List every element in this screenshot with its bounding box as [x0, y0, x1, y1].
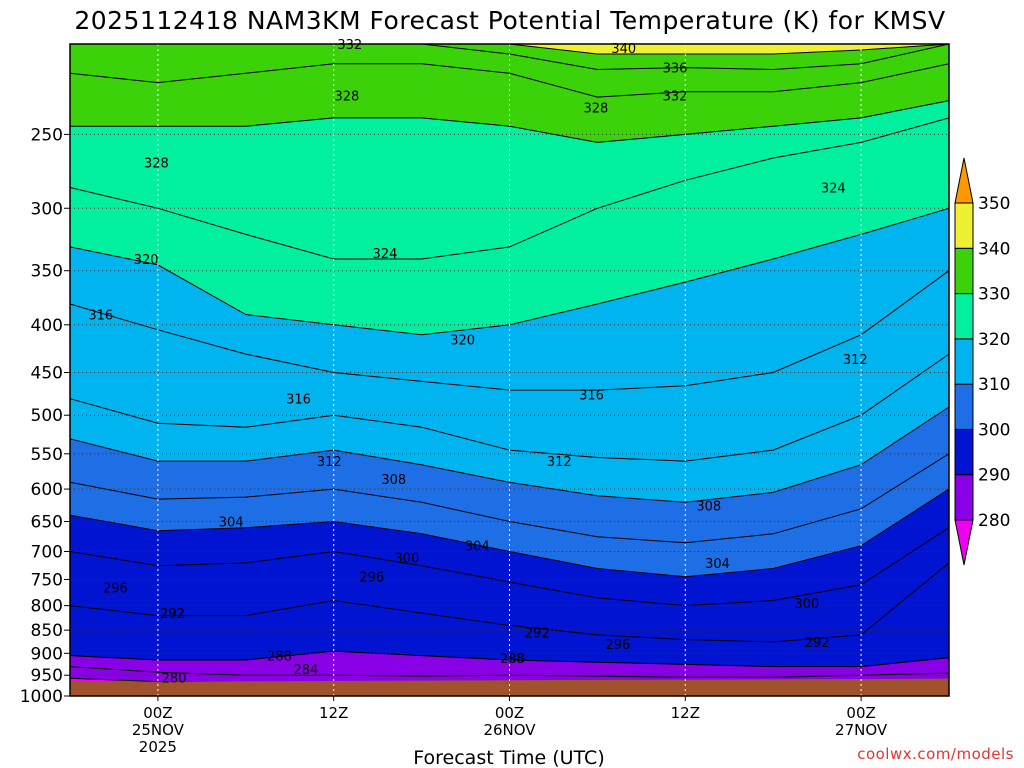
contour-label: 296 — [605, 638, 630, 653]
x-tick-label: 27NOV — [835, 721, 888, 739]
contour-label: 304 — [705, 557, 730, 572]
y-tick-label: 1000 — [20, 687, 63, 707]
contour-label: 304 — [219, 515, 244, 530]
colorbar-label: 320 — [978, 330, 1010, 350]
isentrope-308 — [69, 406, 950, 503]
contour-label: 288 — [500, 652, 525, 667]
colorbar-swatch — [954, 383, 974, 430]
y-tick-label: 600 — [31, 480, 63, 500]
contour-label: 328 — [334, 89, 359, 104]
contour-label: 292 — [525, 627, 550, 642]
contour-label: 316 — [88, 309, 113, 324]
x-tick-label: 2025 — [139, 738, 177, 756]
colorbar-label: 290 — [978, 466, 1010, 486]
y-tick-label: 500 — [31, 406, 63, 426]
contour-label: 324 — [373, 247, 398, 262]
contour-label: 308 — [696, 500, 721, 515]
y-tick-label: 300 — [31, 199, 63, 219]
y-tick-label: 700 — [31, 543, 63, 563]
contour-label: 328 — [584, 102, 609, 117]
grid-lines — [70, 44, 949, 697]
y-tick-label: 400 — [31, 316, 63, 336]
isentrope-296 — [69, 527, 950, 607]
colorbar-under-triangle — [954, 519, 974, 566]
colorbar-over-triangle — [954, 157, 974, 204]
colorbar-swatch — [954, 474, 974, 521]
isentrope-300 — [69, 488, 950, 578]
x-tick-label: 00Z — [495, 704, 524, 722]
contour-label: 316 — [286, 393, 311, 408]
contour-label: 332 — [337, 38, 362, 53]
isentrope-332 — [69, 63, 950, 98]
x-tick-label: 00Z — [846, 704, 875, 722]
y-tick-label: 900 — [31, 644, 63, 664]
colorbar-swatch — [954, 202, 974, 249]
y-tick-label: 950 — [31, 666, 63, 686]
y-tick-label: 550 — [31, 445, 63, 465]
y-tick-label: 350 — [31, 262, 63, 282]
y-axis-ticks: 250 300 350 400 450 500 550 600 650 700 750 800 850 9… — [20, 125, 70, 707]
contour-label: 292 — [805, 636, 830, 651]
contour-label: 320 — [450, 334, 475, 349]
colorbar: 280 290 300 310 320 330 340 350 — [954, 157, 1010, 566]
contour-label: 284 — [293, 663, 318, 678]
contour-label: 312 — [843, 353, 868, 368]
credit-link[interactable]: coolwx.com/models — [857, 745, 1014, 763]
colorbar-label: 300 — [978, 420, 1010, 440]
colorbar-label: 330 — [978, 285, 1010, 305]
contour-label: 296 — [359, 571, 384, 586]
contour-label: 280 — [162, 671, 187, 686]
contour-label: 300 — [395, 551, 420, 566]
colorbar-label: 310 — [978, 375, 1010, 395]
colorbar-label: 350 — [978, 194, 1010, 214]
y-tick-label: 650 — [31, 512, 63, 532]
y-tick-label: 250 — [31, 125, 63, 145]
contour-label: 328 — [144, 157, 169, 172]
x-tick-label: 25NOV — [132, 721, 185, 739]
contour-label: 296 — [103, 581, 128, 596]
x-axis-label: Forecast Time (UTC) — [413, 747, 604, 768]
y-tick-label: 800 — [31, 597, 63, 617]
colorbar-swatch — [954, 428, 974, 476]
contour-label: 312 — [317, 455, 342, 470]
chart-title: 2025112418 NAM3KM Forecast Potential Tem… — [74, 6, 945, 35]
contour-label: 300 — [794, 597, 819, 612]
y-tick-label: 850 — [31, 621, 63, 641]
colorbar-swatch — [954, 338, 974, 385]
contour-label: 312 — [547, 455, 572, 470]
x-tick-label: 12Z — [671, 704, 700, 722]
contour-label: 288 — [267, 650, 292, 665]
x-tick-label: 00Z — [143, 704, 172, 722]
y-tick-label: 750 — [31, 570, 63, 590]
isentrope-328 — [70, 100, 950, 143]
contour-label: 324 — [821, 181, 846, 196]
contour-label: 340 — [611, 42, 636, 57]
contour-label: 316 — [579, 388, 604, 403]
contour-label: 332 — [663, 89, 688, 104]
contour-label: 320 — [134, 253, 159, 268]
x-tick-label: 26NOV — [483, 721, 536, 739]
contour-label: 308 — [381, 473, 406, 488]
colorbar-label: 280 — [978, 511, 1010, 531]
y-tick-label: 450 — [31, 364, 63, 384]
colorbar-swatch — [954, 247, 974, 295]
colorbar-swatch — [954, 293, 974, 340]
contour-plot — [69, 43, 950, 697]
isentrope-304 — [69, 453, 950, 544]
x-tick-label: 12Z — [319, 704, 348, 722]
isentrope-324 — [69, 117, 950, 260]
contour-label: 304 — [465, 540, 490, 555]
colorbar-label: 340 — [978, 239, 1010, 259]
contour-label: 336 — [663, 62, 688, 77]
contour-labels: 332 340 336 332 328 328 328 324 324 320 316 320 312 3… — [88, 38, 867, 686]
contour-label: 292 — [160, 607, 185, 622]
ground — [70, 678, 949, 696]
